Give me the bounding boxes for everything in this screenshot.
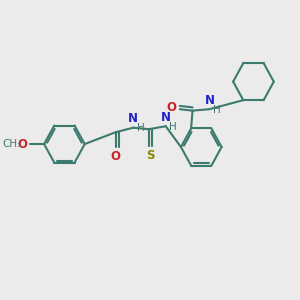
Text: N: N [128, 112, 138, 125]
Text: H: H [169, 122, 177, 132]
Text: O: O [111, 150, 121, 163]
Text: S: S [146, 148, 155, 161]
Text: N: N [161, 111, 171, 124]
Text: H: H [213, 105, 220, 115]
Text: H: H [137, 123, 144, 133]
Text: CH₃: CH₃ [2, 139, 22, 149]
Text: O: O [18, 138, 28, 151]
Text: N: N [204, 94, 214, 107]
Text: O: O [166, 101, 176, 114]
